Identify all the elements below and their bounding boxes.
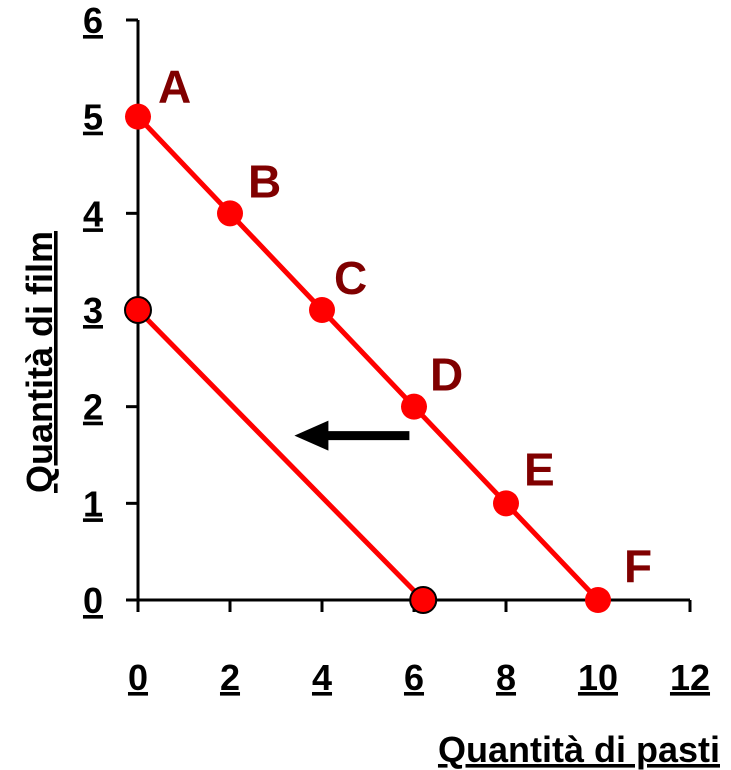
y-tick-label: 4 — [83, 193, 103, 234]
y-tick-label: 2 — [83, 387, 103, 428]
marker-point-E — [493, 490, 519, 517]
point-label-C: C — [334, 252, 367, 304]
y-tick-label: 6 — [83, 0, 103, 41]
series-line-1 — [136, 114, 600, 602]
point-labels: A B C D E F — [158, 61, 652, 592]
y-tick-label: 1 — [83, 483, 103, 524]
x-axis-title: Quantità di pasti — [438, 729, 720, 770]
marker-point-F — [585, 587, 611, 613]
marker-point-D — [401, 393, 427, 420]
point-label-D: D — [430, 349, 463, 401]
x-tick-label: 8 — [496, 657, 516, 698]
marker-point — [409, 586, 438, 614]
marker-point — [124, 296, 152, 324]
shift-arrow-head — [294, 420, 329, 451]
x-tick-label: 4 — [312, 657, 332, 698]
marker-point-B — [217, 200, 243, 227]
series-line-2 — [136, 308, 425, 602]
x-tick-label: 2 — [220, 657, 240, 698]
marker-point-A — [125, 103, 151, 130]
point-label-E: E — [524, 443, 555, 495]
series-markers — [124, 103, 611, 614]
x-tick-label: 0 — [128, 657, 148, 698]
point-label-B: B — [248, 155, 281, 207]
y-axis-title: Quantità di film — [19, 231, 60, 493]
point-label-A: A — [158, 61, 191, 113]
x-tick-label: 10 — [578, 657, 618, 698]
marker-point-C — [309, 297, 335, 323]
point-label-F: F — [624, 540, 652, 592]
y-tick-label: 3 — [83, 290, 103, 331]
y-tick-label: 5 — [83, 97, 103, 138]
y-tick-label: 0 — [83, 580, 103, 621]
series-lines — [136, 114, 600, 602]
x-tick-label: 6 — [404, 657, 424, 698]
x-tick-label: 12 — [670, 657, 710, 698]
annotations — [294, 420, 410, 451]
